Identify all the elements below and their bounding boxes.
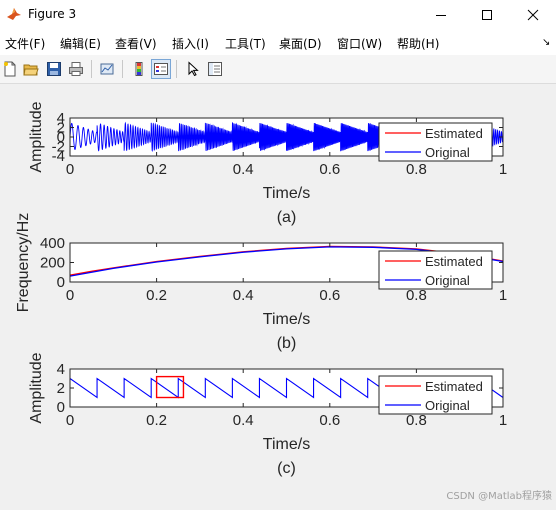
x-tick-label: 0.6 xyxy=(319,412,340,429)
close-icon xyxy=(527,9,539,21)
legend-label-original: Original xyxy=(425,273,470,288)
link-plot-icon xyxy=(100,63,114,75)
x-tick-label: 0.2 xyxy=(146,161,167,178)
pointer-button[interactable] xyxy=(183,59,203,79)
close-button[interactable] xyxy=(510,0,556,30)
save-icon xyxy=(47,62,61,76)
x-tick-label: 0.8 xyxy=(406,412,427,429)
x-axis-label: Time/s xyxy=(263,436,310,453)
insert-colorbar-icon xyxy=(135,62,143,76)
toolbar-separator xyxy=(122,60,123,78)
menu-bar: 文件(F) 编辑(E) 查看(V) 插入(I) 工具(T) 桌面(D) 窗口(W… xyxy=(0,30,556,55)
toolbar-separator xyxy=(91,60,92,78)
link-plot-button[interactable] xyxy=(97,59,117,79)
menu-window[interactable]: 窗口(W) xyxy=(337,37,383,51)
y-tick-label: 2 xyxy=(57,120,65,137)
menu-insert[interactable]: 插入(I) xyxy=(172,37,209,51)
dock-arrow-icon[interactable]: ↘ xyxy=(542,37,551,48)
figure-canvas: 0 0.2 0.4 0.6 0.8 1 4 2 0 -2 -4 Time/s Amplitude (a) E… xyxy=(0,84,556,506)
maximize-icon xyxy=(482,10,492,20)
minimize-icon xyxy=(436,15,446,16)
legend-label-estimated: Estimated xyxy=(425,254,483,269)
open-file-button[interactable] xyxy=(21,59,41,79)
menu-help[interactable]: 帮助(H) xyxy=(397,37,440,51)
print-icon xyxy=(69,62,83,76)
insert-legend-icon xyxy=(154,63,168,75)
legend-box-2 xyxy=(378,375,493,415)
figure-svg: 0 0.2 0.4 0.6 0.8 1420-2-4Time/sAmplitude(a)E… xyxy=(15,101,507,477)
y-tick-label: 0 xyxy=(57,274,65,291)
x-tick-label: 1 xyxy=(499,412,507,429)
print-button[interactable] xyxy=(66,59,86,79)
x-tick-label: 0 xyxy=(66,161,74,178)
y-tick-label: -2 xyxy=(52,139,65,156)
figure-caption: (a) xyxy=(277,209,297,226)
series-line-original xyxy=(69,246,504,277)
menu-tools[interactable]: 工具(T) xyxy=(225,37,266,51)
property-editor-button[interactable] xyxy=(205,59,225,79)
x-tick-label: 0.8 xyxy=(406,161,427,178)
y-tick-label: -4 xyxy=(52,148,65,165)
legend-label-original: Original xyxy=(425,145,470,160)
insert-colorbar-button[interactable] xyxy=(129,59,149,79)
legend-box-0 xyxy=(378,122,493,162)
x-axis-label: Time/s xyxy=(263,311,310,328)
x-axis-label: Time/s xyxy=(263,185,310,202)
y-tick-label: 0 xyxy=(57,129,65,146)
new-figure-button[interactable] xyxy=(0,59,20,79)
x-tick-label: 0.6 xyxy=(319,161,340,178)
x-tick-label: 1 xyxy=(499,287,507,304)
toolbar xyxy=(0,55,556,84)
figure-caption: (b) xyxy=(277,335,297,352)
insert-legend-button[interactable] xyxy=(151,59,171,79)
watermark: CSDN @Matlab程序猿 xyxy=(446,491,552,502)
x-tick-label: 0 xyxy=(66,287,74,304)
highlight-box xyxy=(155,375,185,399)
y-axis-label: Amplitude xyxy=(28,101,45,172)
menu-desktop[interactable]: 桌面(D) xyxy=(279,37,322,51)
toolbar-separator xyxy=(176,60,177,78)
menu-file[interactable]: 文件(F) xyxy=(5,37,46,51)
legend-box-1 xyxy=(378,250,493,290)
y-tick-label: 2 xyxy=(57,380,65,397)
y-tick-label: 200 xyxy=(40,255,65,272)
legend-label-estimated: Estimated xyxy=(425,379,483,394)
x-tick-label: 0.4 xyxy=(233,287,254,304)
y-axis-label: Amplitude xyxy=(28,352,45,423)
y-tick-label: 0 xyxy=(57,399,65,416)
x-tick-label: 1 xyxy=(499,161,507,178)
matlab-logo-icon xyxy=(7,8,21,20)
y-tick-label: 4 xyxy=(57,110,65,127)
minimize-button[interactable] xyxy=(418,0,464,30)
x-tick-label: 0.4 xyxy=(233,161,254,178)
x-tick-label: 0.2 xyxy=(146,287,167,304)
x-tick-label: 0.6 xyxy=(319,287,340,304)
y-axis-label: Frequency/Hz xyxy=(15,213,32,313)
x-tick-label: 0.2 xyxy=(146,412,167,429)
legend-label-original: Original xyxy=(425,398,470,413)
menu-view[interactable]: 查看(V) xyxy=(115,37,157,51)
figure-caption: (c) xyxy=(277,460,296,477)
window-title: Figure 3 xyxy=(28,7,77,21)
new-figure-icon xyxy=(4,61,16,77)
legend-label-estimated: Estimated xyxy=(425,126,483,141)
x-tick-label: 0.4 xyxy=(233,412,254,429)
title-bar: Figure 3 xyxy=(0,0,556,30)
pointer-icon xyxy=(188,61,199,77)
open-file-icon xyxy=(23,64,39,76)
x-tick-label: 0 xyxy=(66,412,74,429)
property-editor-icon xyxy=(208,62,222,76)
x-tick-label: 0.8 xyxy=(406,287,427,304)
menu-edit[interactable]: 编辑(E) xyxy=(60,37,101,51)
y-tick-label: 4 xyxy=(57,361,65,378)
save-button[interactable] xyxy=(44,59,64,79)
y-tick-label: 400 xyxy=(40,235,65,252)
maximize-button[interactable] xyxy=(464,0,510,30)
